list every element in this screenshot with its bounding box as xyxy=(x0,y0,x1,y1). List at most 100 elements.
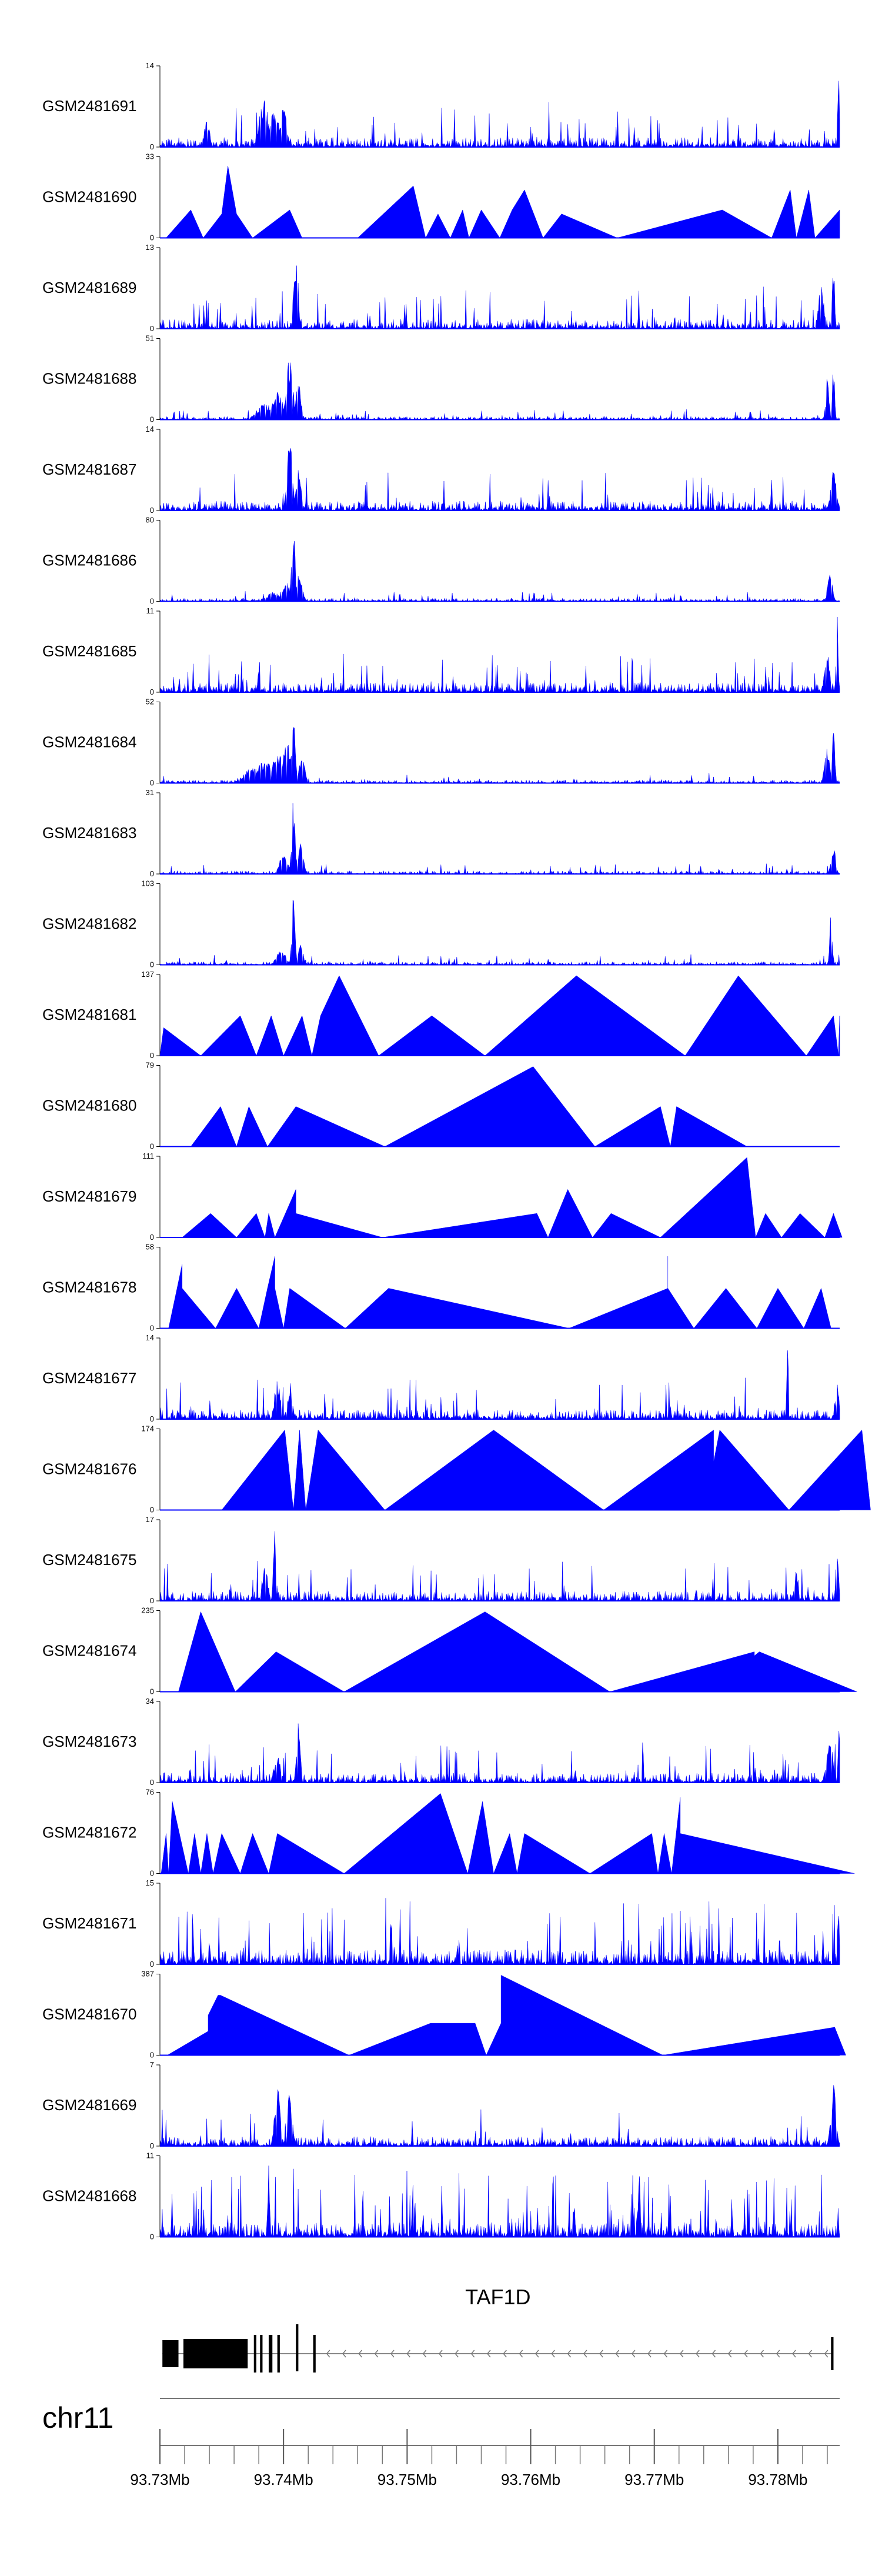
y-max-label: 14 xyxy=(146,61,154,70)
strand-arrow xyxy=(326,2350,330,2358)
y-min-label: 0 xyxy=(150,2233,154,2241)
y-max-label: 34 xyxy=(146,1697,154,1706)
y-max-label: 80 xyxy=(146,516,154,525)
y-min-label: 0 xyxy=(150,1051,154,1060)
strand-arrow xyxy=(358,2350,362,2358)
coverage-area xyxy=(159,1531,840,1601)
y-min-label: 0 xyxy=(150,2051,154,2060)
track-GSM2481668: GSM2481668 11 0 xyxy=(42,2151,840,2241)
strand-arrow xyxy=(455,2350,459,2358)
coverage-area xyxy=(159,448,840,511)
coverage-area xyxy=(159,81,840,148)
tick-label: 93.77Mb xyxy=(624,2471,684,2488)
coverage-area xyxy=(159,727,840,784)
track-GSM2481671: GSM2481671 15 0 xyxy=(42,1878,840,1968)
track-label: GSM2481675 xyxy=(42,1551,136,1569)
track-label: GSM2481674 xyxy=(42,1642,136,1660)
y-min-label: 0 xyxy=(150,779,154,788)
y-min-label: 0 xyxy=(150,688,154,696)
coverage-area xyxy=(178,1611,857,1692)
coverage-area xyxy=(159,1350,840,1420)
track-GSM2481670: GSM2481670 387 0 xyxy=(42,1970,846,2060)
strand-arrow xyxy=(776,2350,780,2358)
track-label: GSM2481685 xyxy=(42,642,136,660)
y-max-label: 79 xyxy=(146,1061,154,1070)
track-label: GSM2481670 xyxy=(42,2006,136,2023)
coverage-area xyxy=(168,1256,831,1329)
strand-arrow xyxy=(342,2350,346,2358)
track-label: GSM2481691 xyxy=(42,97,136,115)
y-max-label: 137 xyxy=(141,970,154,979)
y-max-label: 7 xyxy=(150,2060,154,2069)
y-max-label: 14 xyxy=(146,425,154,433)
coverage-area xyxy=(159,265,840,329)
track-label: GSM2481681 xyxy=(42,1006,136,1023)
y-max-label: 13 xyxy=(146,243,154,252)
tick-label: 93.76Mb xyxy=(501,2471,560,2488)
track-GSM2481684: GSM2481684 52 0 xyxy=(42,698,840,788)
y-max-label: 52 xyxy=(146,698,154,706)
tick-label: 93.78Mb xyxy=(748,2471,807,2488)
exon xyxy=(313,2335,316,2373)
y-max-label: 11 xyxy=(146,2151,155,2160)
y-min-label: 0 xyxy=(150,324,154,333)
strand-arrow xyxy=(760,2350,764,2358)
coverage-area xyxy=(159,975,840,1056)
strand-arrow xyxy=(599,2350,603,2358)
gene-track: TAF1D xyxy=(162,2285,834,2373)
track-GSM2481678: GSM2481678 58 0 xyxy=(42,1243,840,1333)
track-label: GSM2481672 xyxy=(42,1824,136,1841)
track-GSM2481681: GSM2481681 137 0 xyxy=(42,970,840,1060)
track-GSM2481672: GSM2481672 76 0 xyxy=(42,1788,855,1878)
y-min-label: 0 xyxy=(150,1960,154,1968)
strand-arrow xyxy=(808,2350,813,2358)
track-label: GSM2481678 xyxy=(42,1279,136,1296)
track-GSM2481674: GSM2481674 235 0 xyxy=(42,1606,857,1696)
track-label: GSM2481684 xyxy=(42,733,136,751)
strand-arrow xyxy=(615,2350,620,2358)
track-GSM2481679: GSM2481679 111 0 xyxy=(42,1152,843,1242)
y-min-label: 0 xyxy=(150,506,154,515)
strand-arrow xyxy=(711,2350,716,2358)
y-max-label: 31 xyxy=(146,788,154,797)
track-label: GSM2481690 xyxy=(42,188,136,206)
track-GSM2481688: GSM2481688 51 0 xyxy=(42,334,840,424)
y-max-label: 15 xyxy=(146,1878,154,1887)
coverage-area xyxy=(159,899,840,966)
track-GSM2481685: GSM2481685 11 0 xyxy=(42,606,840,696)
genome-axis: chr11 93.73Mb 93.74Mb 93.75Mb 93.76Mb 93.77Mb… xyxy=(42,2398,840,2488)
strand-arrow xyxy=(727,2350,732,2358)
exon xyxy=(260,2335,263,2373)
strand-arrow xyxy=(470,2350,475,2358)
y-max-label: 17 xyxy=(146,1515,154,1524)
coverage-area xyxy=(161,1793,855,1874)
track-label: GSM2481677 xyxy=(42,1369,136,1387)
y-max-label: 11 xyxy=(146,606,155,615)
y-max-label: 76 xyxy=(146,1788,154,1797)
y-min-label: 0 xyxy=(150,142,154,151)
track-GSM2481691: GSM2481691 14 0 xyxy=(42,61,840,151)
strand-arrow xyxy=(744,2350,748,2358)
strand-arrow xyxy=(390,2350,395,2358)
track-label: GSM2481688 xyxy=(42,370,136,388)
track-GSM2481689: GSM2481689 13 0 xyxy=(42,243,840,333)
y-min-label: 0 xyxy=(150,1142,154,1151)
strand-arrow xyxy=(792,2350,796,2358)
track-GSM2481680: GSM2481680 79 0 xyxy=(42,1061,840,1151)
coverage-area xyxy=(165,166,840,239)
track-GSM2481675: GSM2481675 17 0 xyxy=(42,1515,840,1605)
y-max-label: 103 xyxy=(141,879,154,888)
y-min-label: 0 xyxy=(150,1324,154,1333)
strand-arrow xyxy=(374,2350,379,2358)
track-label: GSM2481668 xyxy=(42,2187,136,2205)
y-min-label: 0 xyxy=(150,1414,154,1423)
strand-arrow xyxy=(663,2350,668,2358)
track-GSM2481682: GSM2481682 103 0 xyxy=(42,879,840,969)
strand-arrow xyxy=(647,2350,652,2358)
y-max-label: 33 xyxy=(146,152,154,161)
track-label: GSM2481687 xyxy=(42,461,136,478)
track-label: GSM2481679 xyxy=(42,1187,136,1205)
exon xyxy=(296,2324,299,2371)
chromosome-label: chr11 xyxy=(42,2401,113,2434)
y-max-label: 14 xyxy=(146,1333,154,1342)
